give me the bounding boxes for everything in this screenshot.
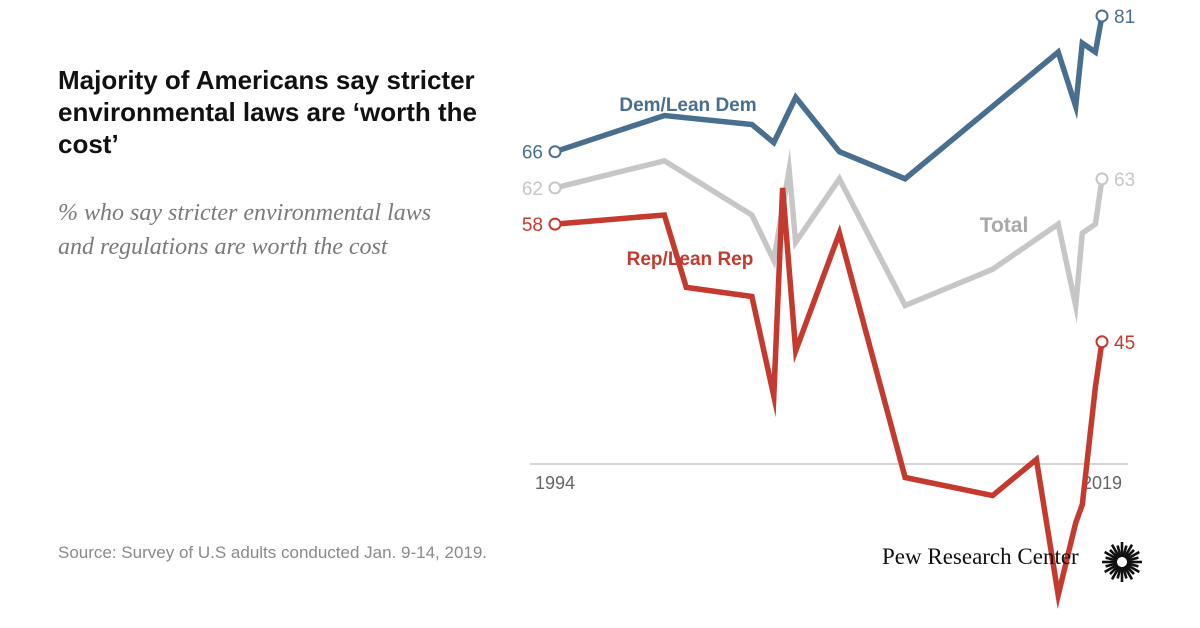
chart-subtitle: % who say stricter environmental laws an… [58,200,432,260]
dem-point-marker [548,145,562,159]
dem-series-line [554,15,1105,182]
x-tick-label: 1994 [535,473,575,493]
logo-ray [1105,556,1118,562]
logo-ray [1109,549,1120,560]
logo-ray [1126,556,1139,562]
dem-start-value-label: 66 [522,143,543,164]
dem-point-marker [1095,9,1109,23]
total-point-marker [1095,172,1109,186]
logo-ray [1116,545,1122,558]
rep-series-line [554,187,1105,610]
logo-ray [1104,563,1119,574]
total-point-marker [548,181,562,195]
logo-ray [1122,545,1128,558]
logo-ray [1126,562,1139,568]
dem-series-label: Dem/Lean Dem [619,95,756,116]
logo-ray [1124,564,1135,575]
total-series-line [554,148,1105,324]
x-tick-label: 2019 [1082,473,1122,493]
rep-start-value-label: 58 [522,215,543,236]
rep-point-marker [548,217,562,231]
logo-ray [1104,550,1119,561]
source-note: Source: Survey of U.S adults conducted J… [58,543,488,562]
rep-end-value-label: 45 [1114,333,1135,354]
total-start-value-label: 62 [522,179,543,200]
logo-ray [1110,565,1121,580]
rep-point-marker [1095,335,1109,349]
logo-ray [1125,550,1140,561]
logo-ray [1125,563,1140,574]
logo-text: Pew Research Center [882,544,1079,569]
logo-ray [1105,562,1118,568]
chart-title: Majority of Americans say stricter envir… [58,65,477,159]
sunburst-logo-icon [1102,542,1142,582]
rep-series-label: Rep/Lean Rep [627,249,754,270]
logo-ray [1123,565,1134,580]
logo-ray [1116,566,1122,579]
dem-end-value-label: 81 [1114,7,1135,28]
logo-ray [1124,549,1135,560]
logo-ray [1122,566,1128,579]
total-series-label: Total [980,214,1029,237]
total-end-value-label: 63 [1114,170,1135,191]
logo-ray [1110,544,1121,559]
logo-ray [1109,564,1120,575]
logo-ray [1123,544,1134,559]
